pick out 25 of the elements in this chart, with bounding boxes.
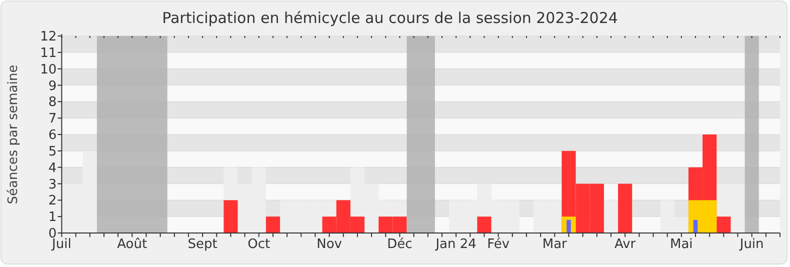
y-tick-label: 11 [40, 46, 57, 61]
y-tick-label: 6 [48, 128, 57, 144]
x-tick-label: Fév [487, 237, 510, 252]
x-tick-label: Oct [248, 237, 270, 252]
x-tick-label: Mar [542, 237, 568, 252]
y-tick-label: 8 [48, 95, 57, 110]
y-tick-label: 4 [48, 160, 57, 176]
chart-title: Participation en hémicycle au cours de la session 2023-2024 [162, 9, 618, 27]
y-tick-label: 10 [40, 62, 57, 78]
x-tick-label: Mai [670, 237, 693, 252]
x-tick-label: Août [117, 237, 148, 252]
x-tick-label: Juin [738, 237, 764, 252]
y-tick-label: 5 [48, 144, 57, 160]
y-tick-label: 3 [48, 177, 57, 192]
y-axis-title: Séances par semaine [6, 64, 21, 204]
x-tick-label: Avr [614, 237, 636, 252]
y-tick-label: 12 [40, 30, 57, 45]
y-tick-label: 7 [48, 112, 57, 127]
y-tick-label: 9 [48, 78, 57, 94]
x-tick-label: Nov [316, 237, 342, 252]
y-tick-label: 1 [48, 210, 57, 226]
x-tick-label: Jan 24 [434, 237, 476, 252]
y-tick-label: 2 [48, 194, 57, 209]
x-tick-label: Déc [387, 237, 412, 252]
x-tick-label: Sept [188, 237, 218, 252]
